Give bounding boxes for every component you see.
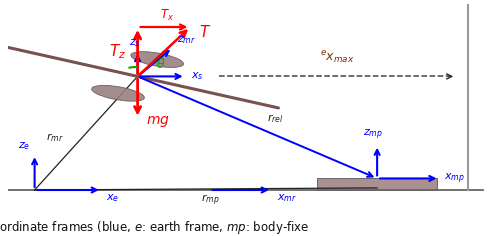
Text: $T$: $T$ (199, 24, 211, 40)
Text: ordinate frames (blue, $e$: earth frame, $mp$: body-fixe: ordinate frames (blue, $e$: earth frame,… (0, 219, 309, 236)
Text: $\theta$: $\theta$ (156, 57, 165, 71)
Text: $mg$: $mg$ (146, 114, 170, 129)
Ellipse shape (92, 85, 144, 101)
Text: $z_e$: $z_e$ (18, 140, 30, 152)
Text: $x_e$: $x_e$ (106, 193, 120, 204)
Text: $r_{mp}$: $r_{mp}$ (201, 193, 220, 208)
Ellipse shape (131, 52, 183, 67)
Text: $x_s$: $x_s$ (191, 71, 204, 82)
Text: $x_{mp}$: $x_{mp}$ (444, 171, 465, 186)
Text: $T_z$: $T_z$ (108, 42, 125, 60)
Text: $x_{mr}$: $x_{mr}$ (277, 193, 297, 204)
Text: $z_{mp}$: $z_{mp}$ (363, 128, 383, 142)
Text: $^{e}x_{max}$: $^{e}x_{max}$ (321, 50, 355, 66)
Text: $T_x$: $T_x$ (160, 8, 174, 23)
Text: $z_{mr}$: $z_{mr}$ (177, 34, 196, 46)
Text: $r_{rel}$: $r_{rel}$ (267, 113, 284, 125)
Text: $z_s$: $z_s$ (129, 37, 141, 49)
Polygon shape (317, 178, 437, 190)
Text: $r_{mr}$: $r_{mr}$ (46, 131, 64, 144)
